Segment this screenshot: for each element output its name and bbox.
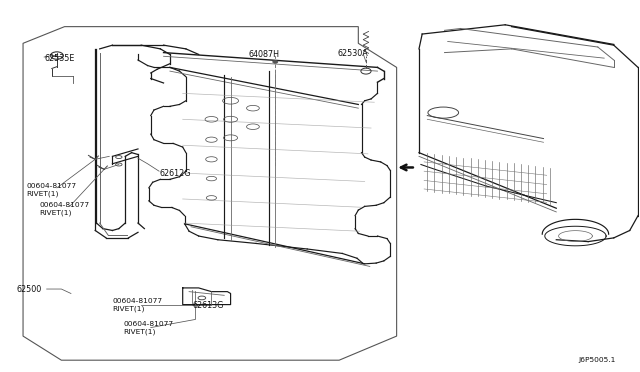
- Text: 00604-81077
RIVET(1): 00604-81077 RIVET(1): [124, 321, 173, 334]
- Text: 00604-81077
RIVET(1): 00604-81077 RIVET(1): [26, 183, 76, 198]
- Text: 64087H: 64087H: [248, 50, 280, 59]
- Text: 62612G: 62612G: [159, 169, 191, 177]
- Text: 62613G: 62613G: [192, 301, 223, 310]
- Text: 62530A: 62530A: [338, 49, 369, 58]
- Text: J6P5005.1: J6P5005.1: [579, 357, 616, 363]
- Text: 00604-81077
RIVET(1): 00604-81077 RIVET(1): [113, 298, 163, 312]
- Text: 00604-81077
RIVET(1): 00604-81077 RIVET(1): [39, 202, 89, 216]
- Circle shape: [273, 60, 278, 63]
- Text: 62500: 62500: [17, 285, 42, 294]
- Text: 62535E: 62535E: [44, 54, 74, 62]
